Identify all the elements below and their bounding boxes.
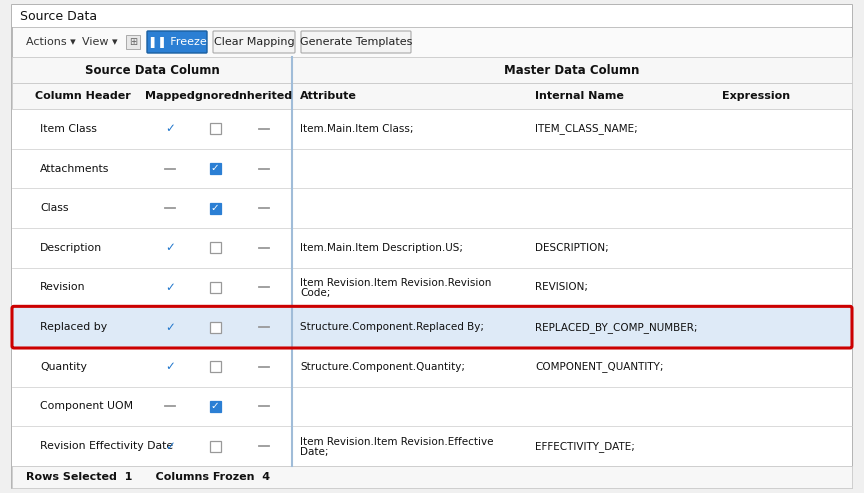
Text: Replaced by: Replaced by bbox=[40, 322, 107, 332]
Text: Item Revision.Item Revision.Effective: Item Revision.Item Revision.Effective bbox=[300, 437, 493, 447]
Text: Code;: Code; bbox=[300, 288, 330, 298]
Text: REVISION;: REVISION; bbox=[535, 282, 588, 292]
Bar bbox=[126, 35, 140, 49]
Text: ⊞: ⊞ bbox=[129, 37, 137, 47]
Bar bbox=[12, 228, 852, 268]
Text: Date;: Date; bbox=[300, 447, 328, 457]
Text: Clear Mapping: Clear Mapping bbox=[213, 37, 295, 47]
Bar bbox=[209, 441, 220, 452]
Bar bbox=[12, 188, 852, 228]
Bar bbox=[209, 203, 220, 213]
Bar bbox=[209, 321, 220, 333]
FancyBboxPatch shape bbox=[213, 31, 295, 53]
Bar bbox=[12, 27, 852, 57]
Bar bbox=[209, 361, 220, 372]
FancyBboxPatch shape bbox=[301, 31, 411, 53]
Bar bbox=[12, 149, 852, 188]
Text: Source Data: Source Data bbox=[20, 9, 97, 23]
Text: Attribute: Attribute bbox=[300, 91, 357, 101]
Bar bbox=[12, 83, 852, 109]
Text: Ignored: Ignored bbox=[191, 91, 239, 101]
Bar bbox=[12, 466, 852, 488]
Text: Inherited: Inherited bbox=[235, 91, 293, 101]
Text: Expression: Expression bbox=[722, 91, 790, 101]
Text: Description: Description bbox=[40, 243, 102, 253]
Text: Class: Class bbox=[40, 203, 68, 213]
Text: Actions ▾: Actions ▾ bbox=[26, 37, 76, 47]
Text: COMPONENT_QUANTITY;: COMPONENT_QUANTITY; bbox=[535, 361, 664, 372]
Text: View ▾: View ▾ bbox=[82, 37, 118, 47]
Text: ✓: ✓ bbox=[165, 440, 175, 453]
Bar bbox=[12, 347, 852, 387]
Bar bbox=[209, 163, 220, 174]
Bar bbox=[12, 109, 852, 149]
Text: ✓: ✓ bbox=[165, 360, 175, 373]
Text: ✓: ✓ bbox=[165, 281, 175, 294]
Text: Mapped: Mapped bbox=[145, 91, 194, 101]
Text: ✓: ✓ bbox=[211, 164, 219, 174]
Text: Column Header: Column Header bbox=[35, 91, 130, 101]
Text: Source Data Column: Source Data Column bbox=[85, 64, 219, 76]
Text: Item Revision.Item Revision.Revision: Item Revision.Item Revision.Revision bbox=[300, 278, 492, 288]
Text: Quantity: Quantity bbox=[40, 362, 87, 372]
Text: ✓: ✓ bbox=[211, 203, 219, 213]
Text: Item.Main.Item Description.US;: Item.Main.Item Description.US; bbox=[300, 243, 463, 253]
Bar bbox=[12, 5, 852, 27]
Text: Internal Name: Internal Name bbox=[535, 91, 624, 101]
Text: Rows Selected  1      Columns Frozen  4: Rows Selected 1 Columns Frozen 4 bbox=[26, 472, 270, 482]
FancyBboxPatch shape bbox=[147, 31, 207, 53]
Text: EFFECTIVITY_DATE;: EFFECTIVITY_DATE; bbox=[535, 441, 635, 452]
Text: ❚❚ Freeze: ❚❚ Freeze bbox=[148, 36, 206, 47]
Bar bbox=[12, 307, 852, 347]
Bar bbox=[12, 268, 852, 307]
Text: Generate Templates: Generate Templates bbox=[300, 37, 412, 47]
Text: Structure.Component.Replaced By;: Structure.Component.Replaced By; bbox=[300, 322, 484, 332]
Text: Structure.Component.Quantity;: Structure.Component.Quantity; bbox=[300, 362, 465, 372]
Text: ✓: ✓ bbox=[165, 320, 175, 334]
Text: Item.Main.Item Class;: Item.Main.Item Class; bbox=[300, 124, 414, 134]
Text: Revision Effectivity Date: Revision Effectivity Date bbox=[40, 441, 173, 451]
Bar bbox=[209, 282, 220, 293]
Bar bbox=[12, 426, 852, 466]
Text: DESCRIPTION;: DESCRIPTION; bbox=[535, 243, 609, 253]
Bar bbox=[12, 57, 852, 83]
Bar bbox=[12, 387, 852, 426]
Text: Item Class: Item Class bbox=[40, 124, 97, 134]
Text: Component UOM: Component UOM bbox=[40, 401, 133, 412]
Text: Attachments: Attachments bbox=[40, 164, 110, 174]
Bar bbox=[209, 123, 220, 134]
Text: ✓: ✓ bbox=[211, 401, 219, 412]
Text: Master Data Column: Master Data Column bbox=[505, 64, 639, 76]
Text: Revision: Revision bbox=[40, 282, 86, 292]
Bar bbox=[209, 401, 220, 412]
Bar bbox=[209, 243, 220, 253]
Text: ✓: ✓ bbox=[165, 122, 175, 136]
Text: REPLACED_BY_COMP_NUMBER;: REPLACED_BY_COMP_NUMBER; bbox=[535, 322, 697, 333]
Text: ✓: ✓ bbox=[165, 242, 175, 254]
Text: ITEM_CLASS_NAME;: ITEM_CLASS_NAME; bbox=[535, 123, 638, 134]
